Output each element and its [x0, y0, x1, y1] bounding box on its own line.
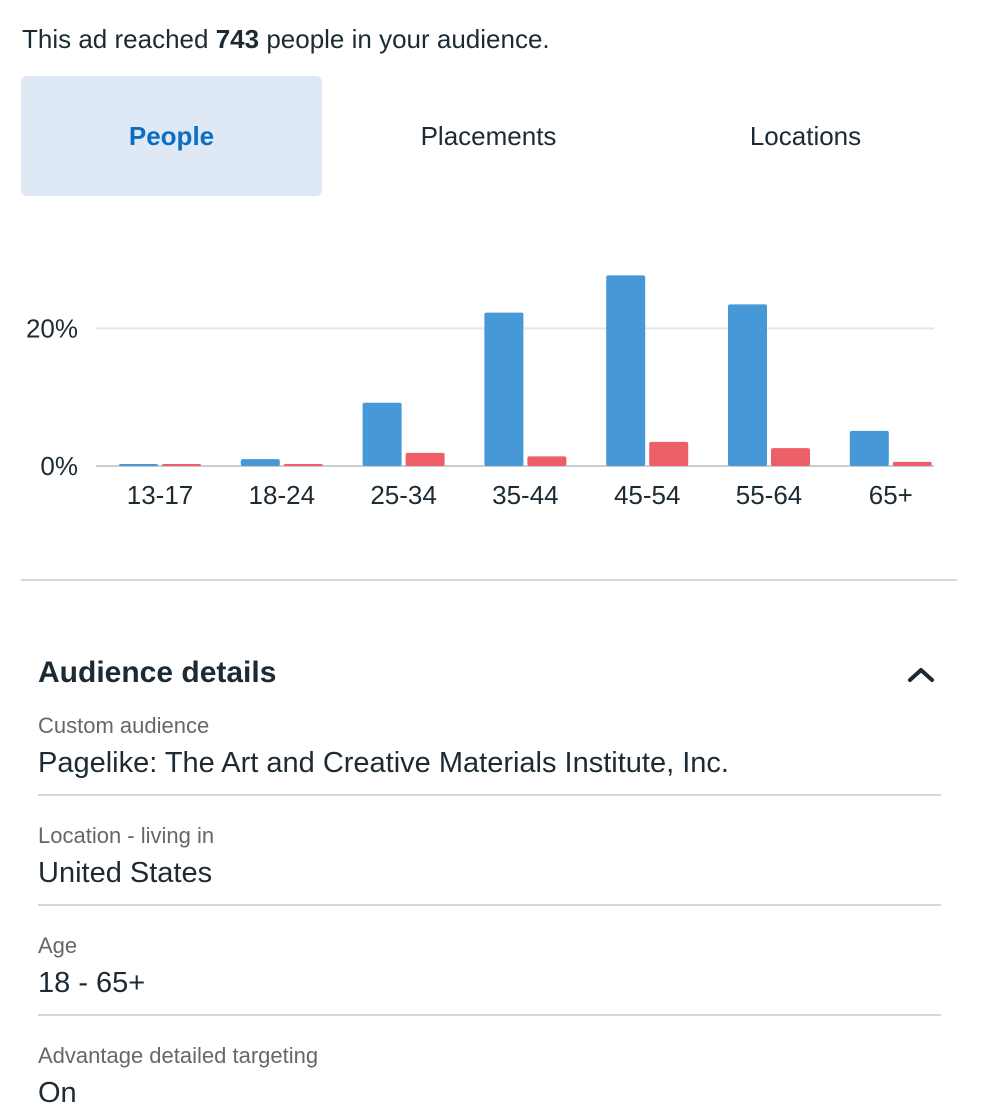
tab-placements[interactable]: Placements — [420, 120, 557, 151]
x-tick-label: 25-34 — [370, 480, 437, 510]
x-tick-label: 18-24 — [249, 480, 316, 510]
chart-bar — [484, 312, 524, 466]
field-age: Age 18 - 65+ — [38, 933, 941, 1016]
age-distribution-chart: 0% 20% 13-17 18-24 25-34 35-44 45-54 55-64 65+ — [26, 275, 934, 510]
field-custom-audience: Custom audience Pagelike: The Art and Cr… — [38, 713, 941, 796]
reach-count: 743 — [215, 24, 260, 54]
x-tick-label: 45-54 — [614, 480, 681, 510]
y-tick-label: 0% — [40, 451, 78, 481]
chart-bar — [728, 304, 767, 466]
x-tick-label: 35-44 — [492, 480, 559, 510]
field-divider — [38, 794, 941, 796]
chart-bar — [527, 456, 567, 466]
field-label: Custom audience — [38, 713, 210, 738]
chart-bar — [362, 402, 402, 466]
tab-locations[interactable]: Locations — [749, 120, 862, 151]
field-value: On — [38, 1077, 77, 1109]
chart-bar — [283, 464, 323, 466]
chart-bar — [649, 441, 689, 466]
chart-bar — [162, 464, 201, 466]
chart-bar — [405, 452, 445, 466]
field-label: Age — [38, 933, 78, 958]
chevron-up-icon[interactable] — [904, 660, 938, 690]
chart-bar — [606, 275, 646, 466]
audience-details-title: Audience details — [38, 656, 277, 689]
field-label: Location - living in — [38, 823, 215, 848]
field-value: Pagelike: The Art and Creative Materials… — [38, 747, 729, 779]
y-tick-label: 20% — [26, 313, 78, 343]
section-divider — [21, 579, 957, 581]
reach-suffix: people in your audience. — [266, 24, 550, 54]
breakdown-tabs: People Placements Locations — [21, 76, 973, 196]
reach-prefix: This ad reached — [22, 24, 209, 54]
field-divider — [38, 1014, 941, 1016]
chart-bar — [892, 461, 932, 466]
chart-bar — [119, 464, 158, 466]
field-value: 18 - 65+ — [38, 967, 146, 999]
field-advantage-targeting: Advantage detailed targeting On — [38, 1043, 941, 1111]
chart-bar — [849, 430, 889, 466]
chart-bar — [771, 448, 810, 466]
field-value: United States — [38, 857, 213, 889]
field-label: Advantage detailed targeting — [38, 1043, 319, 1068]
chart-bar — [240, 459, 280, 466]
field-divider — [38, 904, 941, 906]
field-location: Location - living in United States — [38, 823, 941, 906]
reach-summary: This ad reached 743 people in your audie… — [22, 24, 550, 55]
x-tick-label: 13-17 — [127, 480, 194, 510]
tab-people[interactable]: People — [21, 76, 322, 196]
x-tick-label: 55-64 — [736, 480, 803, 510]
x-tick-label: 65+ — [869, 480, 913, 510]
